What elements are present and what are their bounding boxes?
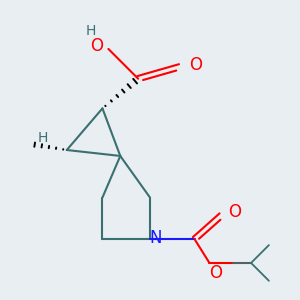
Text: O: O bbox=[190, 56, 202, 74]
Text: H: H bbox=[85, 24, 96, 38]
Text: O: O bbox=[228, 203, 241, 221]
Text: N: N bbox=[150, 229, 162, 247]
Text: H: H bbox=[38, 131, 48, 145]
Text: O: O bbox=[90, 37, 103, 55]
Text: O: O bbox=[209, 264, 222, 282]
